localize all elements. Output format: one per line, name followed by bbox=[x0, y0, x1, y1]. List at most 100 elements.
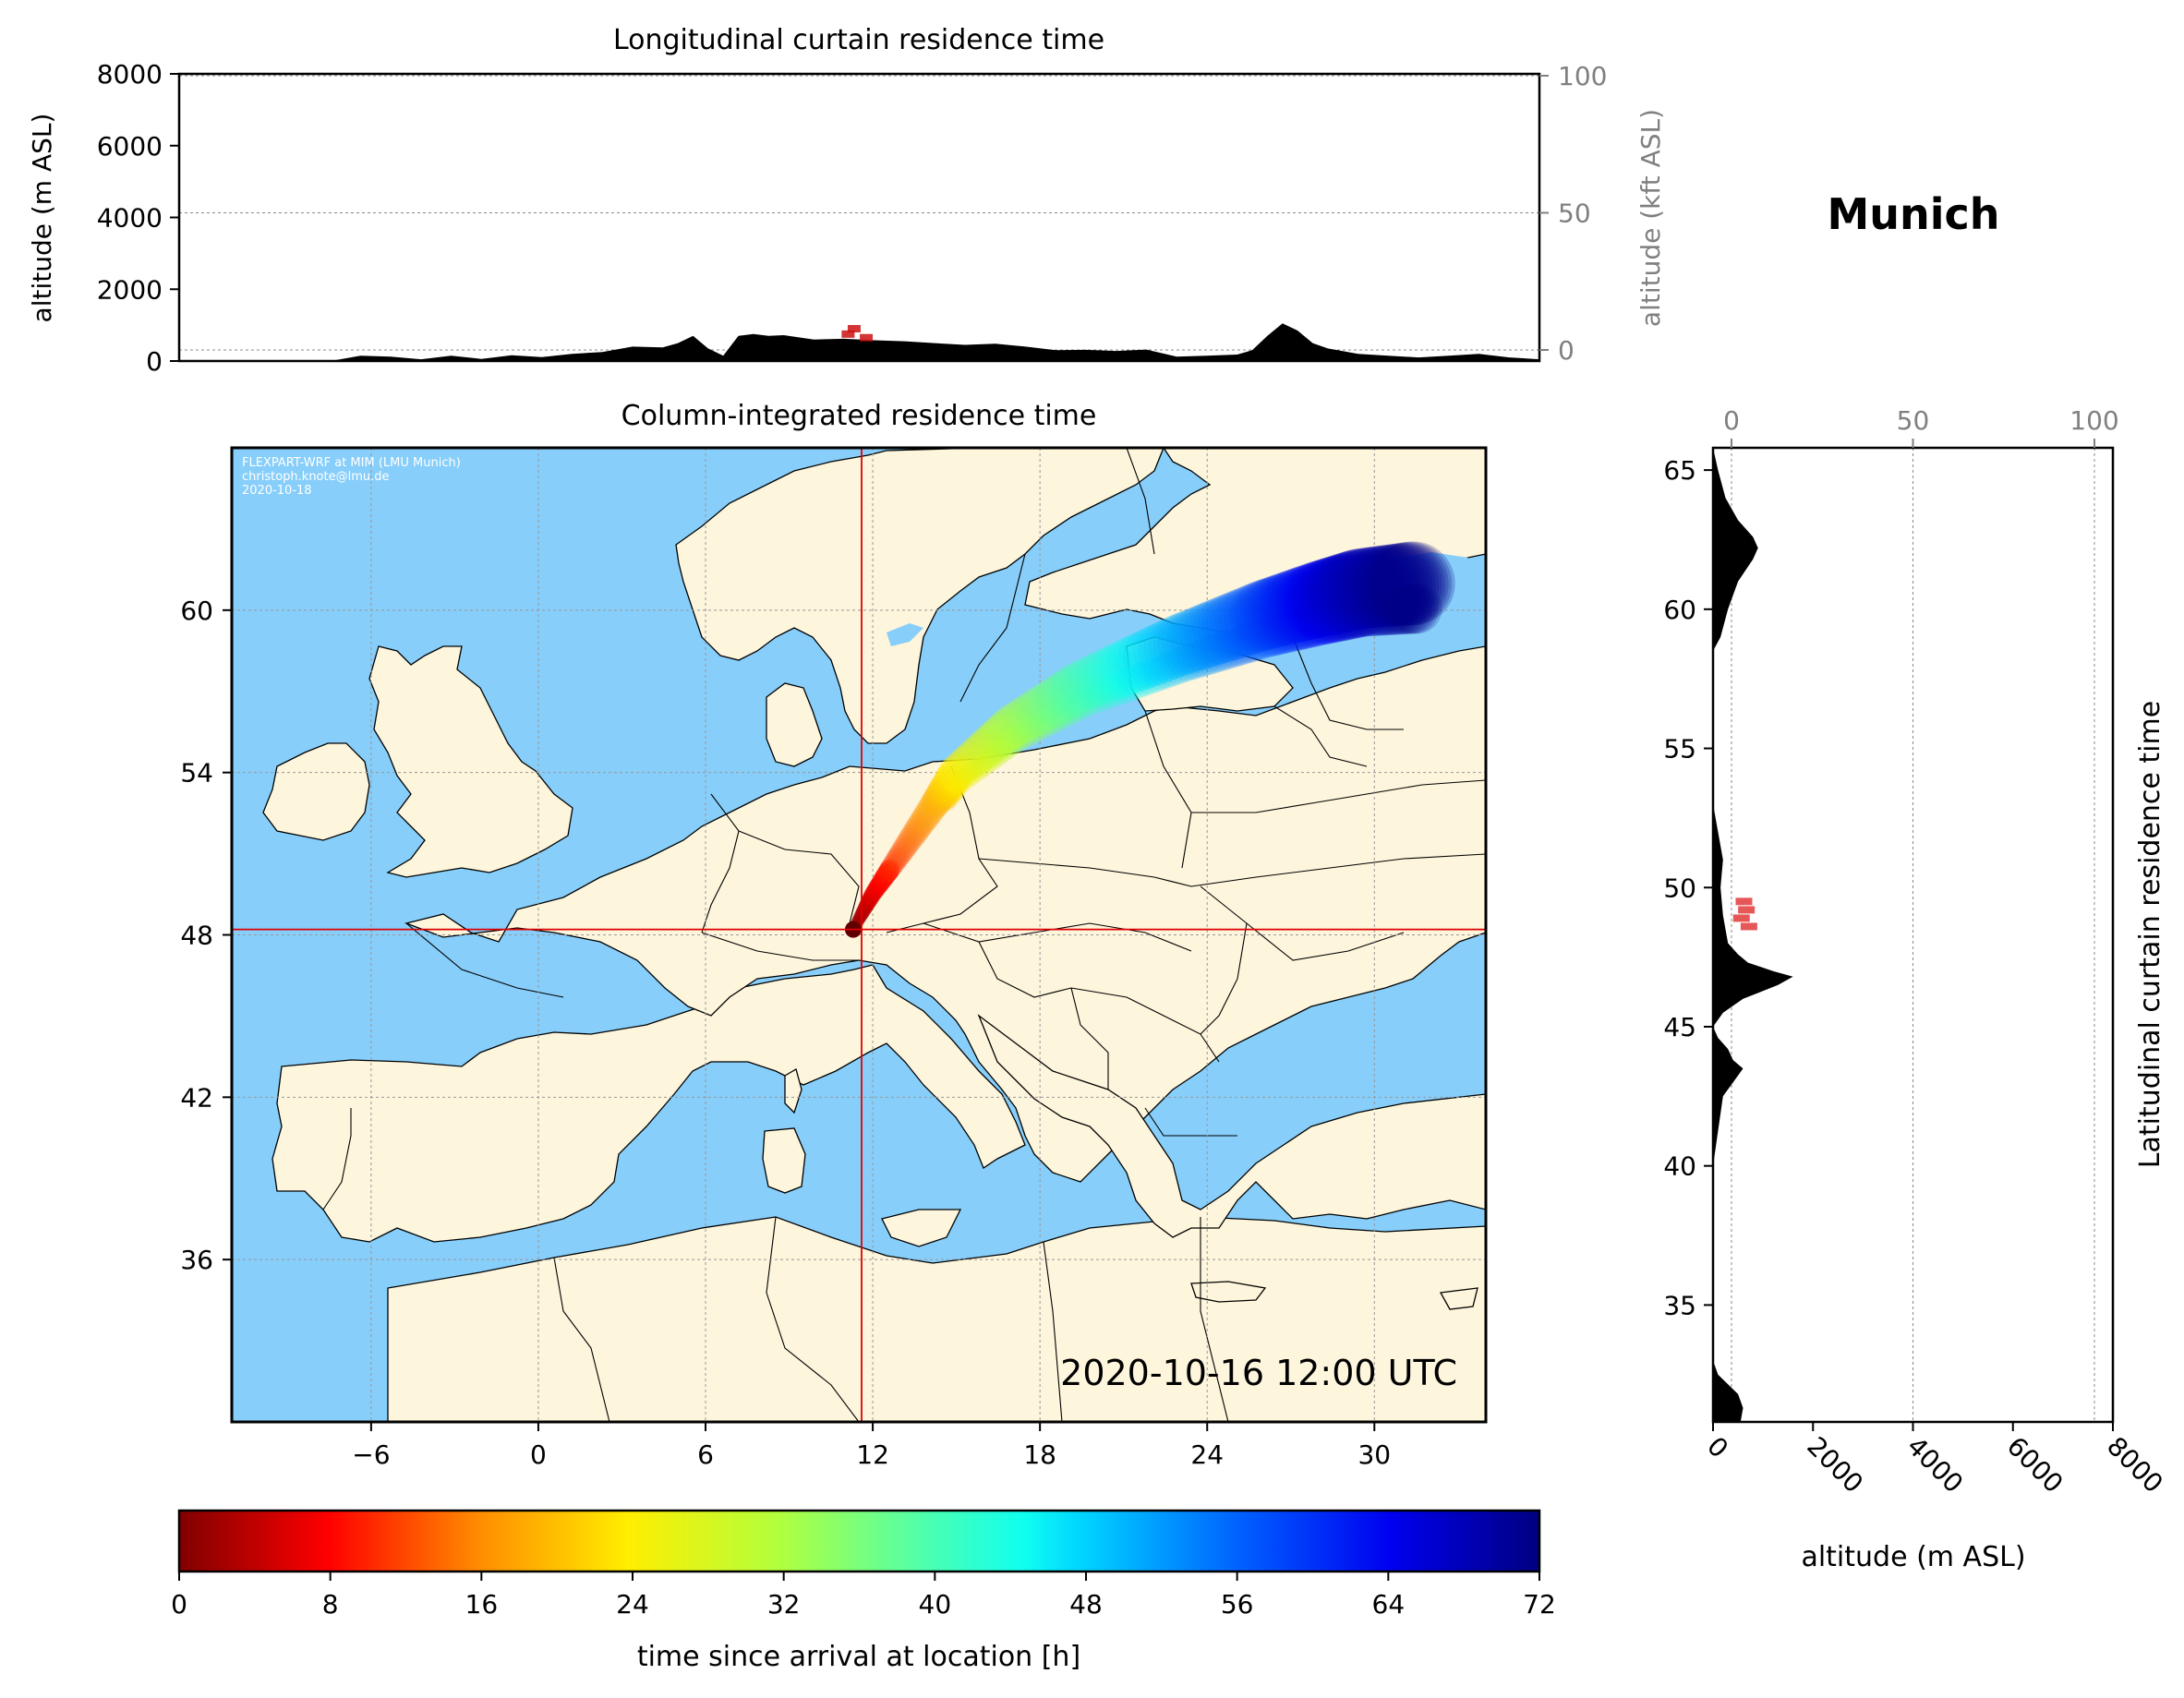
land-continental-europe bbox=[387, 1216, 1486, 1422]
trajectory-spread bbox=[1317, 594, 1365, 642]
trajectory-spread bbox=[1002, 726, 1030, 753]
colorbar-tick-label: 48 bbox=[1069, 1589, 1103, 1620]
map-x-tick-label: 6 bbox=[697, 1439, 714, 1470]
right-residence-mark bbox=[1740, 922, 1757, 931]
trajectory-spread bbox=[1143, 654, 1179, 691]
trajectory-point bbox=[1302, 554, 1382, 632]
trajectory-point bbox=[1265, 566, 1341, 642]
map-panel: Column-integrated residence time bbox=[180, 400, 1488, 1470]
colorbar-segment-lines bbox=[215, 1511, 1503, 1572]
trajectory-point bbox=[1148, 614, 1211, 677]
trajectory-point bbox=[1152, 612, 1215, 675]
trajectory-point bbox=[1230, 579, 1301, 650]
trajectory-point bbox=[1239, 576, 1311, 648]
map-y-tick-label: 42 bbox=[180, 1082, 213, 1113]
top-residence-mark bbox=[841, 330, 855, 338]
trajectory-point bbox=[1197, 594, 1264, 661]
trajectory-plume bbox=[844, 541, 1455, 938]
top-panel-title: Longitudinal curtain residence time bbox=[613, 24, 1104, 56]
trajectory-point bbox=[938, 754, 974, 790]
trajectory-point bbox=[961, 732, 1001, 772]
trajectory-point bbox=[1001, 697, 1046, 742]
colorbar-tick-label: 8 bbox=[322, 1589, 339, 1620]
trajectory-point bbox=[929, 772, 962, 805]
trajectory-point bbox=[1296, 556, 1374, 634]
trajectory-spread bbox=[1223, 623, 1264, 665]
trajectory-spread bbox=[1257, 611, 1301, 656]
trajectory-point bbox=[1248, 572, 1321, 646]
trajectory-point bbox=[1210, 588, 1279, 656]
map-panel-title: Column-integrated residence time bbox=[621, 400, 1097, 432]
trajectory-spread bbox=[941, 785, 961, 805]
trajectory-spread bbox=[1201, 632, 1240, 672]
right-top-x-tick-label: 50 bbox=[1897, 405, 1930, 436]
trajectory-point bbox=[1262, 567, 1337, 643]
trajectory-spread bbox=[1096, 674, 1129, 708]
trajectory-spread bbox=[1281, 604, 1326, 650]
trajectory-point bbox=[972, 721, 1014, 763]
trajectory-point bbox=[1234, 578, 1305, 649]
trajectory-spread bbox=[1335, 589, 1384, 638]
trajectory-spread bbox=[1321, 593, 1370, 641]
trajectory-point bbox=[1092, 642, 1148, 698]
trajectory-spread bbox=[1051, 697, 1081, 728]
trajectory-point bbox=[1341, 545, 1423, 628]
trajectory-point bbox=[1368, 541, 1453, 626]
trajectory-point bbox=[1356, 543, 1440, 627]
trajectory-spread bbox=[945, 779, 966, 801]
trajectory-spread bbox=[943, 781, 964, 802]
right-x-tick-label: 2000 bbox=[1801, 1431, 1869, 1499]
trajectory-spread bbox=[1266, 608, 1310, 653]
trajectory-point bbox=[1227, 580, 1298, 651]
map-y-tick-label: 54 bbox=[180, 758, 213, 789]
trajectory-point bbox=[1143, 617, 1205, 679]
lake-vanern bbox=[887, 623, 923, 646]
trajectory-point bbox=[982, 713, 1024, 756]
trajectory-point bbox=[1251, 572, 1324, 645]
trajectory-point bbox=[912, 801, 941, 830]
trajectory-spread bbox=[1278, 605, 1323, 650]
trajectory-point bbox=[919, 789, 949, 820]
trajectory-spread bbox=[1269, 608, 1313, 653]
right-residence-marks bbox=[1732, 897, 1757, 931]
trajectory-spread bbox=[1367, 585, 1418, 635]
trajectory-point bbox=[959, 735, 997, 775]
trajectory-point bbox=[1132, 621, 1193, 682]
trajectory-point bbox=[897, 827, 923, 853]
right-panel-x-ticks: 0 2000 4000 6000 8000 bbox=[1701, 1422, 2169, 1499]
trajectory-spread bbox=[1297, 600, 1343, 646]
right-x-tick-label: 6000 bbox=[2001, 1431, 2069, 1499]
trajectory-point bbox=[1066, 655, 1119, 708]
trajectory-spread bbox=[999, 729, 1026, 755]
right-top-x-tick-label: 100 bbox=[2069, 405, 2118, 436]
trajectory-spread bbox=[991, 736, 1017, 763]
top-panel-y-ticks: 0 2000 4000 6000 8000 bbox=[97, 59, 179, 377]
trajectory-spread bbox=[1352, 587, 1401, 636]
trajectory-spread bbox=[1080, 681, 1113, 714]
trajectory-spread bbox=[1069, 685, 1102, 717]
trajectory-point bbox=[879, 859, 900, 880]
trajectory-point bbox=[1219, 584, 1288, 654]
trajectory-spread bbox=[1040, 704, 1069, 733]
trajectory-spread bbox=[1309, 596, 1355, 644]
trajectory-spread bbox=[1122, 663, 1157, 698]
trajectory-point bbox=[1183, 599, 1249, 666]
trajectory-point bbox=[892, 836, 917, 861]
colorbar-tick-label: 32 bbox=[767, 1589, 801, 1620]
trajectory-spread bbox=[970, 754, 994, 778]
right-terrain-profile bbox=[1713, 448, 1793, 1422]
trajectory-point bbox=[1257, 570, 1331, 644]
trajectory-spread bbox=[939, 789, 959, 809]
trajectory-spread bbox=[1091, 677, 1124, 710]
land-ireland bbox=[262, 742, 370, 841]
trajectory-point bbox=[1052, 662, 1104, 715]
trajectory-spread bbox=[947, 776, 969, 798]
trajectory-point bbox=[882, 854, 904, 876]
trajectory-point bbox=[1041, 669, 1092, 720]
top-residence-mark bbox=[860, 333, 874, 342]
trajectory-spread bbox=[994, 734, 1020, 760]
trajectory-point bbox=[1008, 692, 1055, 739]
trajectory-point bbox=[1329, 547, 1411, 629]
trajectory-point bbox=[979, 716, 1021, 758]
